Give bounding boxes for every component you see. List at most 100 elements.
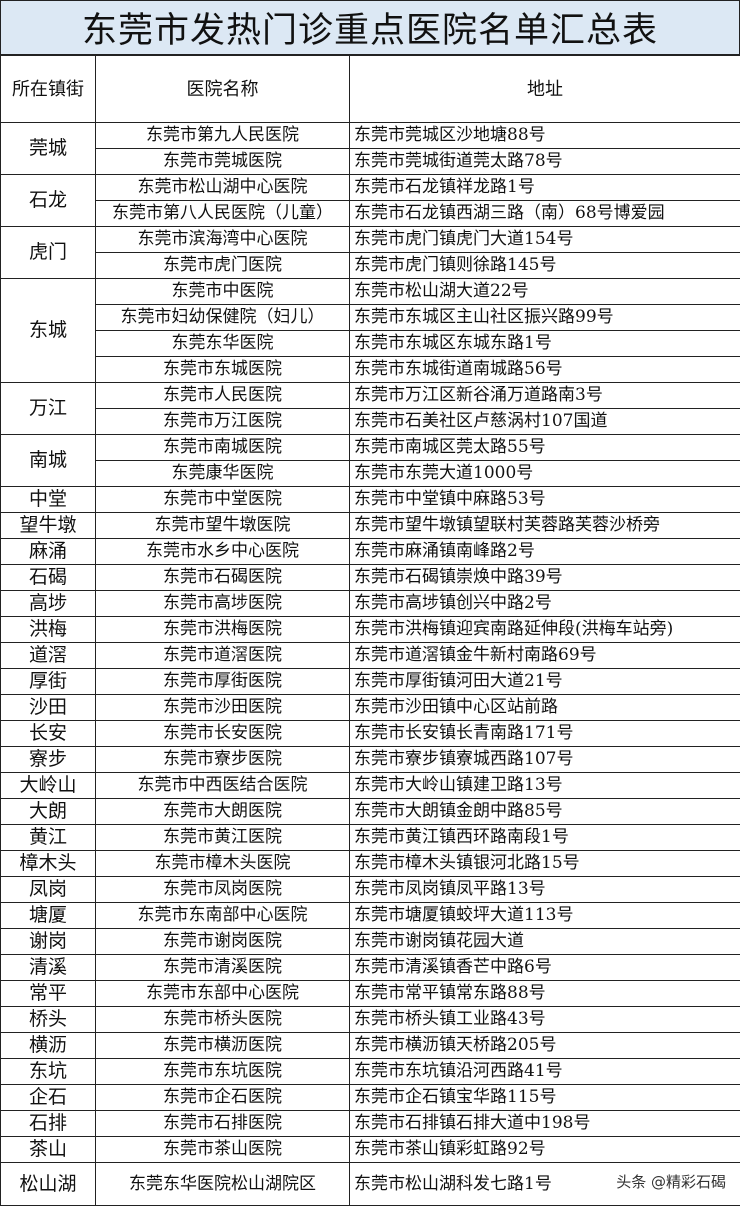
table-row: 石龙 东莞市松山湖中心医院 东莞市石龙镇祥龙路1号 [0, 174, 740, 227]
table-row: 谢岗 东莞市谢岗医院 东莞市谢岗镇花园大道 [0, 928, 740, 955]
address-cell: 东莞市横沥镇天桥路205号 [349, 1032, 740, 1059]
address-cell: 东莞市望牛墩镇望联村芙蓉路芙蓉沙桥旁 [349, 512, 740, 539]
table-row: 沙田 东莞市沙田医院 东莞市沙田镇中心区站前路 [0, 694, 740, 721]
table-row: 东莞康华医院 东莞市东莞大道1000号 [1, 460, 740, 487]
table-row: 大朗 东莞市大朗医院 东莞市大朗镇金朗中路85号 [0, 798, 740, 825]
hospital-name-cell: 东莞市厚街医院 [95, 668, 350, 695]
hospital-name-cell: 东莞市寮步医院 [95, 746, 350, 773]
table-row: 东城 东莞市中医院 东莞市松山湖大道22号 [0, 278, 740, 383]
address-cell: 东莞市凤岗镇凤平路13号 [349, 876, 740, 903]
town-cell: 望牛墩 [0, 512, 96, 539]
hospital-name-cell: 东莞市中西医结合医院 [95, 772, 350, 799]
table-body: 莞城 东莞市第九人民医院 东莞市莞城区沙地塘88号 东莞市莞城医院 东莞市莞城街道莞太路… [0, 122, 740, 1206]
address-cell: 东莞市石美社区卢慈涡村107国道 [349, 408, 740, 435]
address-cell: 东莞市虎门镇则徐路145号 [349, 252, 740, 279]
table-row: 樟木头 东莞市樟木头医院 东莞市樟木头镇银河北路15号 [0, 850, 740, 877]
hospital-name-cell: 东莞市万江医院 [95, 408, 350, 435]
town-cell: 桥头 [0, 1006, 96, 1033]
table-row: 企石 东莞市企石医院 东莞市企石镇宝华路115号 [0, 1084, 740, 1111]
table-row: 常平 东莞市东部中心医院 东莞市常平镇常东路88号 [0, 980, 740, 1007]
town-cell: 黄江 [0, 824, 96, 851]
hospital-name-cell: 东莞市黄江医院 [95, 824, 350, 851]
address-cell: 东莞市洪梅镇迎宾南路延伸段(洪梅车站旁) [349, 616, 740, 643]
address-cell: 东莞市万江区新谷涌万道路南3号 [349, 382, 740, 409]
hospital-name-cell: 东莞市沙田医院 [95, 694, 350, 721]
hospital-name-cell: 东莞市桥头医院 [95, 1006, 350, 1033]
hospital-name-cell: 东莞市水乡中心医院 [95, 538, 350, 565]
town-cell: 大岭山 [0, 772, 96, 799]
town-cell: 石碣 [0, 564, 96, 591]
town-cell: 松山湖 [0, 1162, 96, 1206]
hospital-name-cell: 东莞市滨海湾中心医院 [95, 226, 350, 253]
address-cell: 东莞市厚街镇河田大道21号 [349, 668, 740, 695]
table-row: 东坑 东莞市东坑医院 东莞市东坑镇沿河西路41号 [0, 1058, 740, 1085]
address-cell: 东莞市中堂镇中麻路53号 [349, 486, 740, 513]
hospital-name-cell: 东莞市茶山医院 [95, 1136, 350, 1163]
address-cell: 东莞市石排镇石排大道中198号 [349, 1110, 740, 1137]
town-cell: 万江 [0, 382, 96, 435]
address-cell: 东莞市石龙镇祥龙路1号 [349, 174, 740, 201]
hospital-name-cell: 东莞市东坑医院 [95, 1058, 350, 1085]
address-cell: 东莞市黄江镇西环路南段1号 [349, 824, 740, 851]
town-cell: 南城 [0, 434, 96, 487]
address-cell: 东莞市石龙镇西湖三路（南）68号博爱园 [349, 200, 740, 227]
hospital-name-cell: 东莞市石排医院 [95, 1110, 350, 1137]
column-header-address: 地址 [349, 55, 740, 123]
hospital-name-cell: 东莞市妇幼保健院（妇儿） [95, 304, 350, 331]
table-row: 高埗 东莞市高埗医院 东莞市高埗镇创兴中路2号 [0, 590, 740, 617]
hospital-name-cell: 东莞市东城医院 [95, 356, 350, 383]
hospital-name-cell: 东莞市第八人民医院（儿童） [95, 200, 350, 227]
town-cell: 麻涌 [0, 538, 96, 565]
table-row: 南城 东莞市南城医院 东莞市南城区莞太路55号 [0, 434, 740, 487]
table-row: 清溪 东莞市清溪医院 东莞市清溪镇香芒中路6号 [0, 954, 740, 981]
table-row: 凤岗 东莞市凤岗医院 东莞市凤岗镇凤平路13号 [0, 876, 740, 903]
hospital-name-cell: 东莞市望牛墩医院 [95, 512, 350, 539]
table-row: 莞城 东莞市第九人民医院 东莞市莞城区沙地塘88号 [0, 122, 740, 175]
hospital-name-cell: 东莞市人民医院 [95, 382, 350, 409]
hospital-name-cell: 东莞康华医院 [95, 460, 350, 487]
address-cell: 东莞市大朗镇金朗中路85号 [349, 798, 740, 825]
hospital-name-cell: 东莞市南城医院 [95, 434, 350, 461]
table-row: 茶山 东莞市茶山医院 东莞市茶山镇彩虹路92号 [0, 1136, 740, 1163]
table-row: 虎门 东莞市滨海湾中心医院 东莞市虎门镇虎门大道154号 [0, 226, 740, 279]
table-row: 道滘 东莞市道滘医院 东莞市道滘镇金牛新村南路69号 [0, 642, 740, 669]
town-cell: 石排 [0, 1110, 96, 1137]
address-cell: 东莞市谢岗镇花园大道 [349, 928, 740, 955]
address-cell: 东莞市松山湖大道22号 [349, 278, 740, 305]
hospital-name-cell: 东莞市道滘医院 [95, 642, 350, 669]
hospital-name-cell: 东莞市石碣医院 [95, 564, 350, 591]
table-row: 厚街 东莞市厚街医院 东莞市厚街镇河田大道21号 [0, 668, 740, 695]
address-cell: 东莞市莞城区沙地塘88号 [349, 122, 740, 149]
address-cell: 东莞市麻涌镇南峰路2号 [349, 538, 740, 565]
table-row: 东莞市莞城医院 东莞市莞城街道莞太路78号 [1, 148, 740, 175]
hospital-name-cell: 东莞东华医院 [95, 330, 350, 357]
town-cell: 大朗 [0, 798, 96, 825]
table-row: 望牛墩 东莞市望牛墩医院 东莞市望牛墩镇望联村芙蓉路芙蓉沙桥旁 [0, 512, 740, 539]
town-cell: 洪梅 [0, 616, 96, 643]
town-cell: 东城 [0, 278, 96, 383]
town-cell: 中堂 [0, 486, 96, 513]
address-cell: 东莞市东城区主山社区振兴路99号 [349, 304, 740, 331]
address-cell: 东莞市大岭山镇建卫路13号 [349, 772, 740, 799]
town-cell: 塘厦 [0, 902, 96, 929]
town-cell: 道滘 [0, 642, 96, 669]
table-row: 寮步 东莞市寮步医院 东莞市寮步镇寮城西路107号 [0, 746, 740, 773]
page-title: 东莞市发热门诊重点医院名单汇总表 [0, 0, 740, 55]
column-header-hospital-name: 医院名称 [95, 55, 350, 123]
hospital-name-cell: 东莞市清溪医院 [95, 954, 350, 981]
table-row: 东莞东华医院 东莞市东城区东城东路1号 [1, 330, 740, 357]
address-cell: 东莞市企石镇宝华路115号 [349, 1084, 740, 1111]
table-row: 东莞市妇幼保健院（妇儿） 东莞市东城区主山社区振兴路99号 [1, 304, 740, 331]
address-cell: 东莞市东城街道南城路56号 [349, 356, 740, 383]
town-cell: 茶山 [0, 1136, 96, 1163]
hospital-name-cell: 东莞市中堂医院 [95, 486, 350, 513]
town-cell: 凤岗 [0, 876, 96, 903]
table-row: 松山湖 东莞东华医院松山湖院区 东莞市松山湖科发七路1号 [0, 1162, 740, 1206]
hospital-name-cell: 东莞市樟木头医院 [95, 850, 350, 877]
address-cell: 东莞市寮步镇寮城西路107号 [349, 746, 740, 773]
town-cell: 虎门 [0, 226, 96, 279]
address-cell: 东莞市樟木头镇银河北路15号 [349, 850, 740, 877]
address-cell: 东莞市南城区莞太路55号 [349, 434, 740, 461]
hospital-name-cell: 东莞市企石医院 [95, 1084, 350, 1111]
town-cell: 东坑 [0, 1058, 96, 1085]
